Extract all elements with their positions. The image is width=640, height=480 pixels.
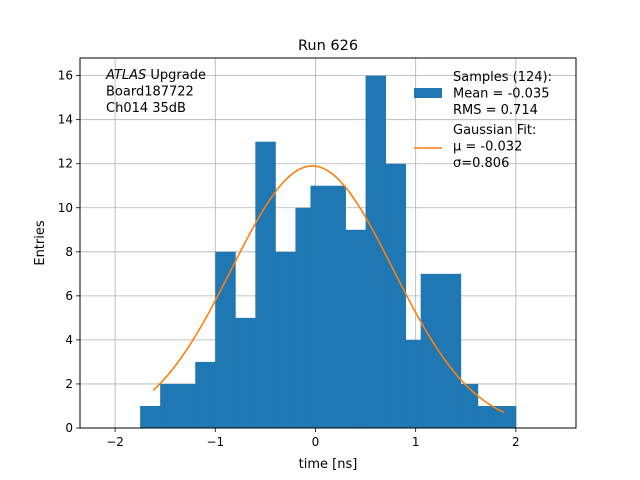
annotation-text: Board187722 — [106, 85, 194, 100]
legend-label-fit: Gaussian Fit: — [453, 123, 536, 138]
histogram-bar — [405, 339, 422, 428]
legend-label-fit: σ=0.806 — [453, 156, 509, 171]
x-tick-label: −1 — [206, 435, 224, 449]
legend-label-samples: Samples (124): — [453, 70, 552, 85]
annotation-text: Ch014 35dB — [106, 101, 186, 116]
y-tick-label: 2 — [65, 377, 73, 391]
legend-label-samples: Mean = -0.035 — [453, 87, 549, 102]
y-axis-ticks: 0 2 4 6 8 10 12 14 16 — [58, 69, 80, 435]
histogram-bar — [310, 185, 346, 428]
y-tick-label: 16 — [58, 69, 73, 83]
y-tick-label: 6 — [65, 289, 73, 303]
plot-frame — [79, 57, 577, 429]
annotation-line: ATLAS Upgrade — [105, 68, 206, 83]
histogram-bar — [295, 207, 311, 428]
histogram-bar — [160, 383, 196, 428]
legend-label-fit: μ = -0.032 — [453, 140, 522, 155]
fit-curve-group — [152, 165, 505, 414]
y-tick-label: 8 — [65, 245, 73, 259]
histogram-bar — [140, 405, 161, 428]
annotation-line: Board187722 — [106, 85, 194, 100]
y-tick-label: 10 — [58, 201, 73, 215]
y-axis-label: Entries — [33, 220, 48, 266]
x-tick-label: 2 — [512, 435, 520, 449]
histogram-bar — [345, 229, 366, 428]
histogram-bar — [460, 383, 479, 428]
x-tick-label: 1 — [412, 435, 420, 449]
x-tick-label: −2 — [106, 435, 124, 449]
histogram-bar — [420, 273, 462, 428]
legend-patch-samples — [414, 88, 442, 98]
atlas-annotation: ATLAS Upgrade Board187722 Ch014 35dB — [105, 68, 206, 116]
chart-title: Run 626 — [298, 38, 358, 54]
x-axis-label: time [ns] — [299, 457, 358, 472]
y-tick-label: 12 — [58, 157, 73, 171]
histogram-bar — [385, 163, 407, 428]
legend-label-samples: RMS = 0.714 — [453, 103, 538, 118]
x-tick-label: 0 — [312, 435, 320, 449]
histogram-bar — [365, 75, 387, 428]
y-tick-label: 14 — [58, 113, 73, 127]
histogram-bar — [195, 361, 216, 428]
legend: Samples (124): Mean = -0.035 RMS = 0.714… — [414, 70, 552, 171]
annotation-text: Upgrade — [146, 68, 206, 83]
histogram-bar — [215, 251, 236, 428]
y-tick-label: 0 — [65, 421, 73, 435]
histogram-bar — [235, 317, 256, 428]
histogram-bar — [477, 405, 497, 428]
annotation-italic: ATLAS — [105, 68, 146, 83]
histogram-bar — [275, 251, 296, 428]
annotation-line: Ch014 35dB — [106, 101, 186, 116]
histogram-bar — [255, 141, 276, 428]
histogram-bars — [140, 75, 517, 428]
gaussian-fit-line — [152, 165, 505, 414]
x-axis-ticks: −2 −1 0 1 2 — [106, 428, 520, 449]
y-tick-label: 4 — [65, 333, 73, 347]
